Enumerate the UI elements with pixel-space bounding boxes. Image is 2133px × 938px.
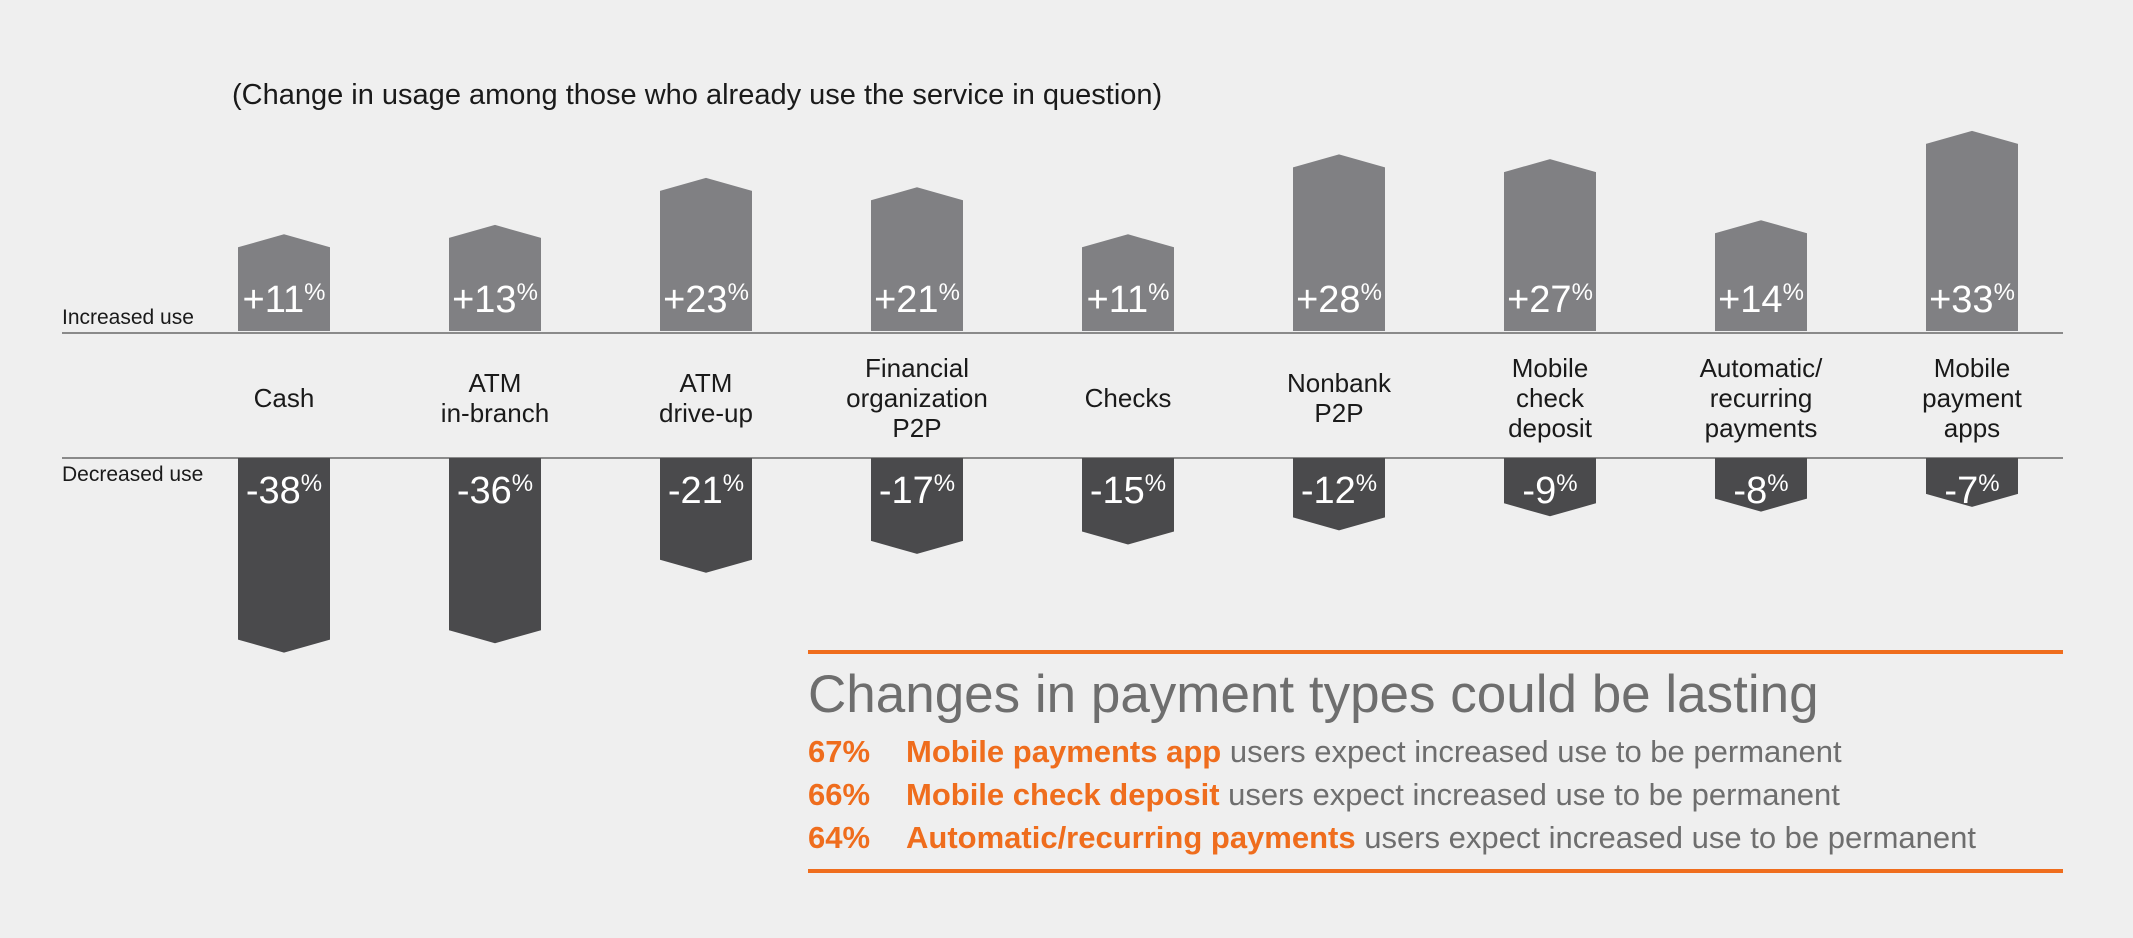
increase-value-label: +21% bbox=[874, 279, 960, 321]
decrease-bar bbox=[1715, 458, 1807, 512]
summary-item-text: users expect increased use to be permane… bbox=[1221, 734, 1842, 769]
category-label: Automatic/recurring payments bbox=[1700, 353, 1824, 443]
summary-item-name: Mobile check deposit bbox=[906, 777, 1220, 812]
decrease-value-label: -9% bbox=[1522, 470, 1577, 512]
increase-bar bbox=[871, 187, 963, 331]
increase-value-label: +13% bbox=[452, 279, 538, 321]
increase-bar bbox=[1715, 220, 1807, 331]
decreased-use-label: Decreased use bbox=[62, 463, 203, 486]
increase-bar bbox=[449, 224, 541, 331]
category-label: Mobile check deposit bbox=[1508, 353, 1593, 443]
increase-value-label: +27% bbox=[1507, 279, 1593, 321]
summary-title: Changes in payment types could be lastin… bbox=[808, 665, 1819, 724]
summary-item-name: Mobile payments app bbox=[906, 734, 1222, 769]
increase-bar bbox=[1504, 159, 1596, 331]
category-label: Financial organization P2P bbox=[846, 353, 988, 443]
decrease-bar bbox=[1293, 458, 1385, 531]
decrease-value-label: -36% bbox=[457, 470, 533, 512]
increase-value-label: +11% bbox=[1087, 279, 1170, 321]
category-label: Cash bbox=[254, 383, 315, 413]
summary-item-text: users expect increased use to be permane… bbox=[1355, 820, 1976, 855]
decrease-value-label: -12% bbox=[1301, 470, 1377, 512]
summary-item: 64% Automatic/recurring payments users ex… bbox=[808, 816, 2063, 859]
summary-panel: Changes in payment types could be lastin… bbox=[808, 650, 2063, 873]
decrease-value-label: -38% bbox=[246, 470, 322, 512]
category-label: Nonbank P2P bbox=[1287, 368, 1392, 428]
summary-item-pct: 67% bbox=[808, 734, 871, 769]
decrease-value-label: -15% bbox=[1090, 470, 1166, 512]
decrease-bar bbox=[449, 458, 541, 644]
summary-item-name: Automatic/recurring payments bbox=[906, 820, 1356, 855]
category-label: Mobile payment apps bbox=[1922, 353, 2022, 443]
decrease-value-label: -21% bbox=[668, 470, 744, 512]
increase-value-label: +23% bbox=[663, 279, 749, 321]
summary-item: 67% Mobile payments app users expect incr… bbox=[808, 730, 2063, 773]
category-label: ATM in-branch bbox=[441, 368, 549, 428]
increase-value-label: +33% bbox=[1929, 279, 2015, 321]
summary-item: 66% Mobile check deposit users expect inc… bbox=[808, 773, 2063, 816]
category-label: Checks bbox=[1085, 383, 1172, 413]
summary-item-text: users expect increased use to be permane… bbox=[1219, 777, 1840, 812]
increase-value-label: +28% bbox=[1296, 279, 1382, 321]
category-label: ATM drive-up bbox=[659, 368, 753, 428]
summary-item-pct: 66% bbox=[808, 777, 871, 812]
increase-value-label: +11% bbox=[243, 279, 326, 321]
decrease-bar bbox=[1082, 458, 1174, 545]
increase-bar bbox=[1082, 234, 1174, 331]
bars-layer: +11% -38% Cash +13% -36% ATM in-branch +23% -21%… bbox=[238, 130, 2023, 653]
decrease-bar bbox=[871, 458, 963, 554]
decrease-value-label: -8% bbox=[1733, 470, 1788, 512]
decrease-value-label: -7% bbox=[1944, 470, 1999, 512]
decrease-bar bbox=[238, 458, 330, 653]
decrease-value-label: -17% bbox=[879, 470, 955, 512]
increase-bar bbox=[238, 234, 330, 331]
increase-bar bbox=[1293, 154, 1385, 331]
increase-value-label: +14% bbox=[1718, 279, 1804, 321]
decrease-bar bbox=[1926, 458, 2018, 507]
decrease-bar bbox=[660, 458, 752, 573]
increase-bar bbox=[660, 177, 752, 331]
summary-item-pct: 64% bbox=[808, 820, 871, 855]
chart-subtitle: (Change in usage among those who already… bbox=[232, 79, 1162, 111]
decrease-bar bbox=[1504, 458, 1596, 517]
increase-bar bbox=[1926, 130, 2018, 331]
increased-use-label: Increased use bbox=[62, 306, 194, 329]
